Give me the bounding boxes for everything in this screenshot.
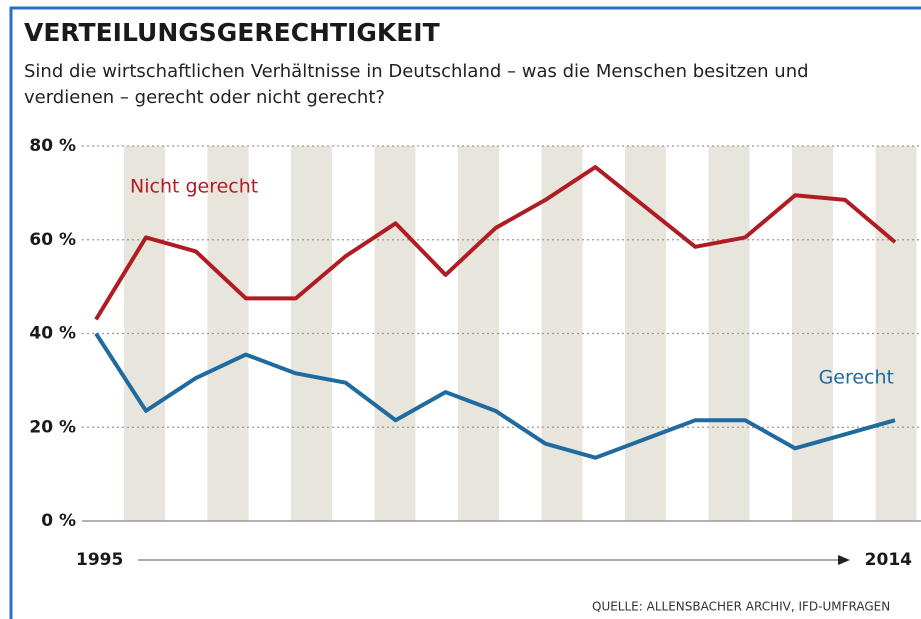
- chart-title: VERTEILUNGSGERECHTIGKEIT: [24, 18, 440, 47]
- y-tick-label: 80 %: [29, 136, 76, 156]
- series-label: Gerecht: [819, 367, 894, 389]
- series-label: Nicht gerecht: [130, 176, 258, 198]
- y-tick-label: 0 %: [41, 511, 76, 531]
- frame: [9, 6, 921, 619]
- arrow-head: [838, 555, 850, 565]
- series-line: [94, 332, 896, 460]
- x-tick-label: 2014: [865, 550, 912, 570]
- stripe: [374, 146, 416, 521]
- y-tick-label: 20 %: [29, 417, 76, 437]
- source: QUELLE: ALLENSBACHER ARCHIV, IFD-UMFRAGE…: [592, 600, 890, 614]
- series-line: [94, 165, 897, 321]
- chart-subtitle: Sind die wirtschaftlichen Verhältnisse i…: [24, 61, 809, 82]
- chart-subtitle: verdienen – gerecht oder nicht gerecht?: [24, 87, 385, 108]
- y-tick-label: 40 %: [29, 324, 76, 344]
- y-tick-label: 60 %: [29, 230, 76, 250]
- stripe: [625, 146, 666, 521]
- stripe: [875, 146, 917, 521]
- x-tick-label: 1995: [76, 550, 123, 570]
